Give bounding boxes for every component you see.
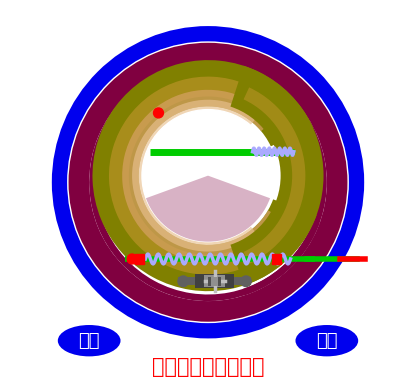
Wedge shape <box>92 60 317 291</box>
Circle shape <box>127 254 137 264</box>
Bar <box>208 277 221 286</box>
Text: 鼓式驻车制动器动画: 鼓式驻车制动器动画 <box>152 357 264 377</box>
Wedge shape <box>122 90 282 261</box>
Wedge shape <box>243 69 327 295</box>
Wedge shape <box>132 100 257 251</box>
Circle shape <box>241 276 251 287</box>
Circle shape <box>35 9 381 355</box>
Circle shape <box>154 108 163 118</box>
Ellipse shape <box>295 325 358 356</box>
Bar <box>211 277 218 286</box>
Bar <box>178 277 251 285</box>
Wedge shape <box>109 77 298 275</box>
Text: 解除: 解除 <box>316 332 338 350</box>
Ellipse shape <box>58 325 121 356</box>
Circle shape <box>142 110 274 242</box>
Bar <box>135 255 144 264</box>
Bar <box>204 275 225 287</box>
Bar <box>272 255 281 264</box>
Wedge shape <box>244 87 305 264</box>
Wedge shape <box>146 176 270 242</box>
Circle shape <box>178 276 188 287</box>
Wedge shape <box>69 43 347 322</box>
Wedge shape <box>230 66 324 285</box>
Wedge shape <box>89 63 319 301</box>
Text: 驻车: 驻车 <box>78 332 100 350</box>
Bar <box>195 274 234 288</box>
